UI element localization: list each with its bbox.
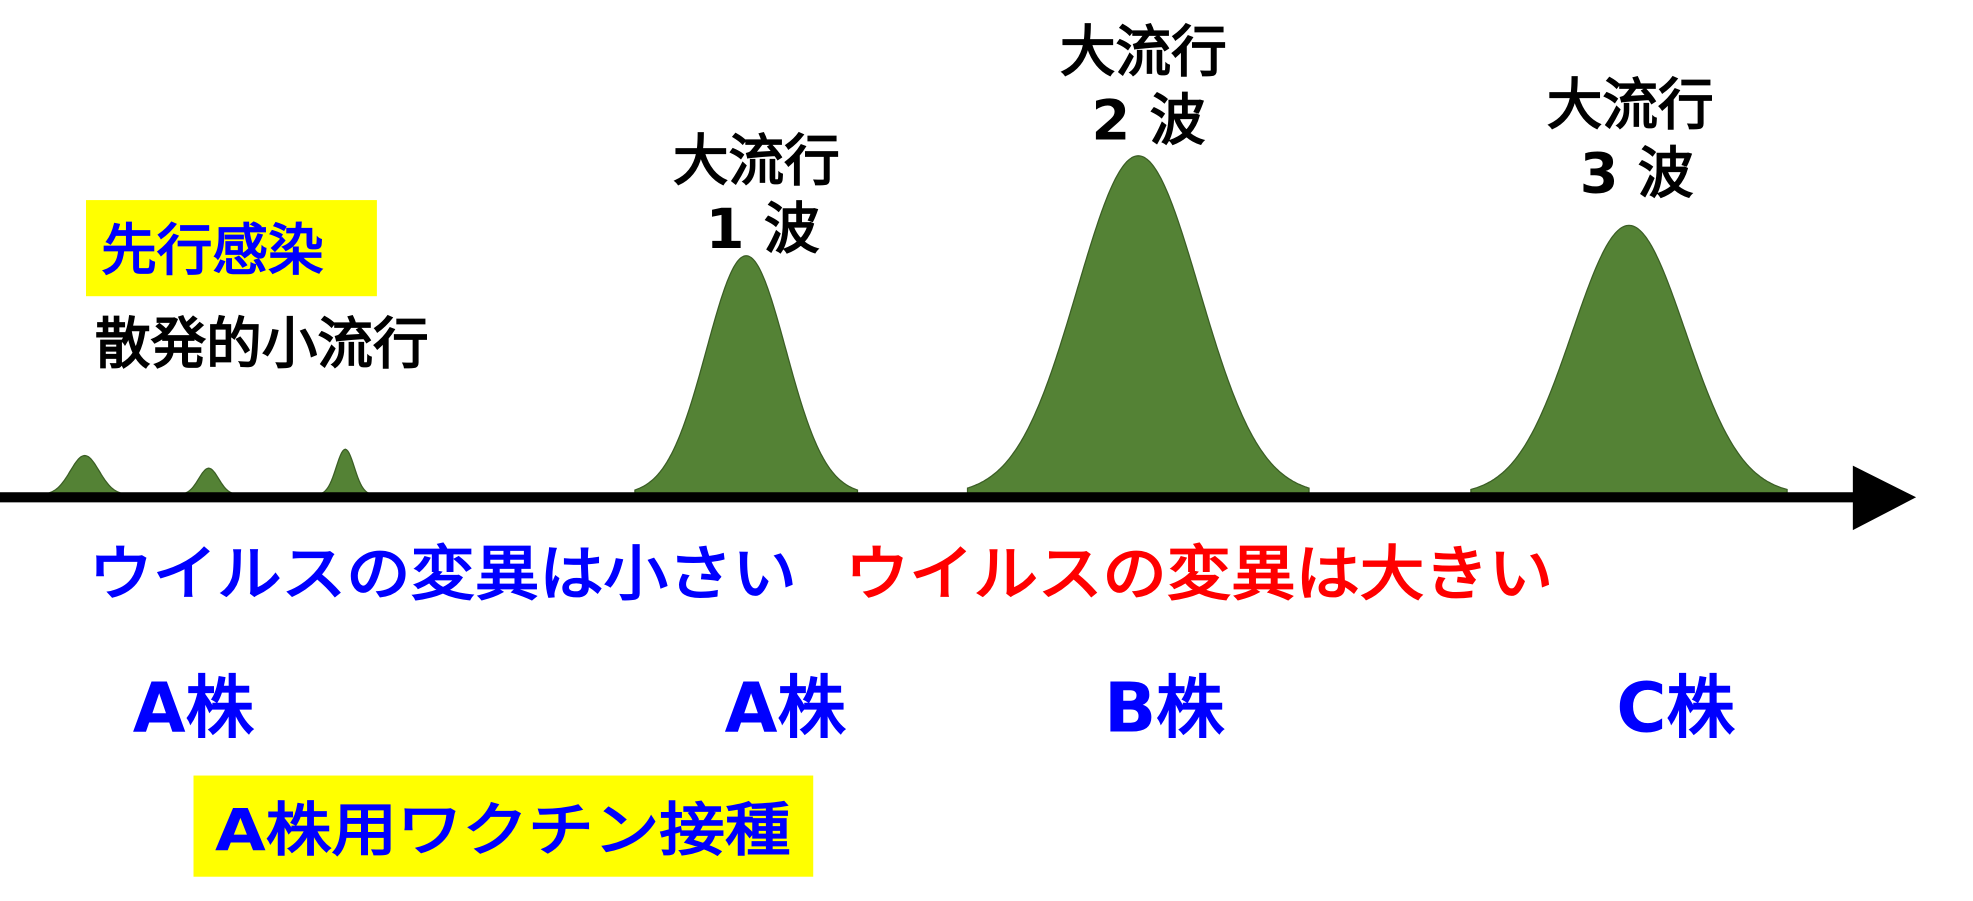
- strain-label: A株: [725, 669, 847, 748]
- wave-2-number: 2 波: [1092, 88, 1206, 153]
- wave-3-title: 大流行: [1547, 73, 1714, 138]
- axis-line: [0, 492, 1860, 503]
- wave-2-title: 大流行: [1060, 20, 1227, 85]
- small-outbreak-peak: [319, 448, 372, 496]
- wave-2-peak: [966, 155, 1310, 496]
- wave-3-peak: [1470, 224, 1788, 496]
- strain-label: A株: [133, 669, 255, 748]
- vaccine-highlight: [193, 775, 814, 877]
- axis-arrowhead: [1852, 465, 1917, 531]
- wave-1-number: 1 波: [706, 197, 820, 262]
- wave-1-peak: [634, 255, 859, 496]
- prior-infection-label: 先行感染: [101, 219, 324, 284]
- strain-label: B株: [1104, 669, 1225, 748]
- strain-label: C株: [1616, 669, 1735, 748]
- small-outbreak-peak: [43, 454, 126, 496]
- prior-infection-highlight: [86, 200, 377, 297]
- peaks: [43, 155, 1788, 496]
- mutation-large-label: ウイルスの変異は大きい: [845, 541, 1553, 610]
- vaccine-label: A株用ワクチン接種: [215, 796, 790, 864]
- wave-3-number: 3 波: [1580, 141, 1694, 206]
- sporadic-outbreaks-label: 散発的小流行: [95, 312, 429, 377]
- small-outbreak-peak: [180, 467, 238, 496]
- wave-1-title: 大流行: [673, 129, 840, 194]
- mutation-small-label: ウイルスの変異は小さい: [89, 541, 797, 610]
